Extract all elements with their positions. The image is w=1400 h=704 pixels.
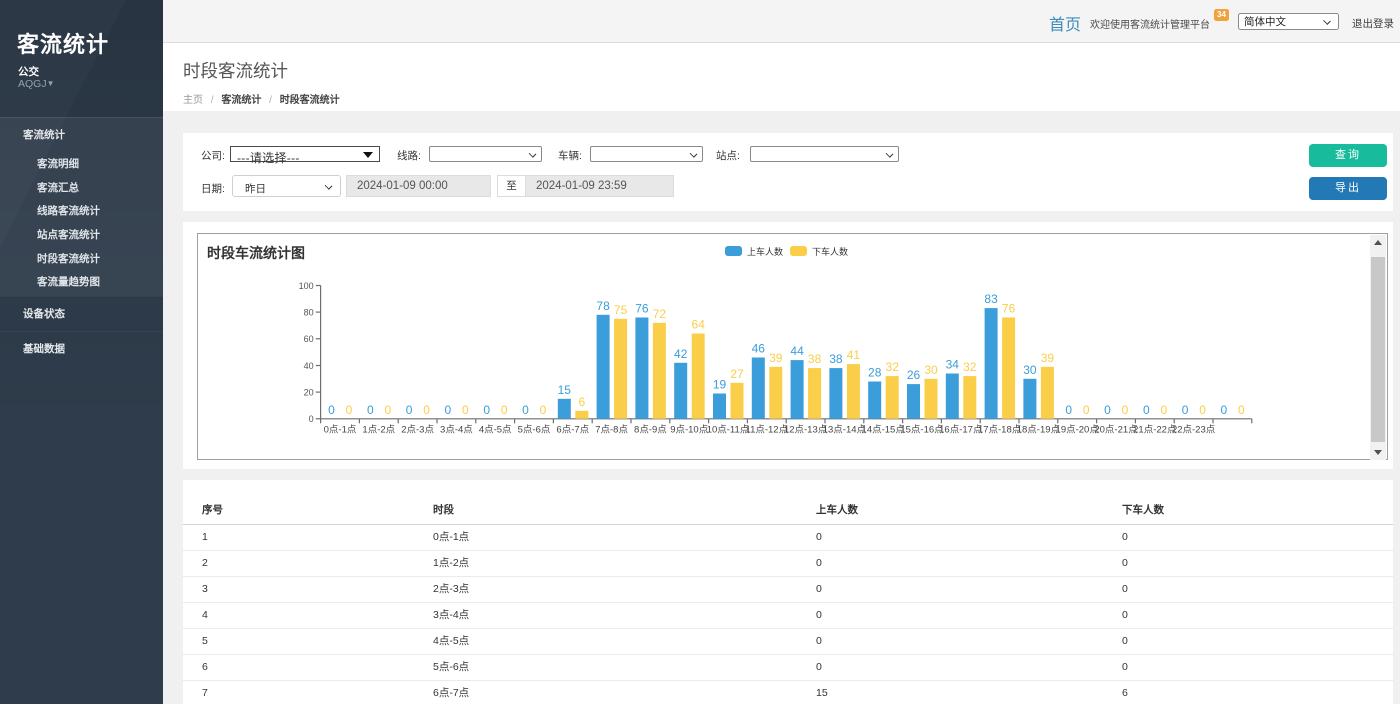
svg-text:0: 0 [1199,403,1206,417]
svg-text:38: 38 [829,352,843,366]
svg-text:0: 0 [1238,403,1245,417]
svg-text:0: 0 [483,403,490,417]
svg-text:0: 0 [445,403,452,417]
svg-text:2点-3点: 2点-3点 [401,424,434,435]
svg-text:0: 0 [406,403,413,417]
svg-text:0: 0 [423,403,430,417]
svg-text:14点-15点: 14点-15点 [862,424,906,435]
svg-text:20点-21点: 20点-21点 [1094,424,1138,435]
svg-text:13点-14点: 13点-14点 [823,424,867,435]
svg-text:1点-2点: 1点-2点 [362,424,395,435]
svg-text:39: 39 [1041,351,1055,365]
svg-text:0: 0 [309,414,314,424]
svg-text:5点-6点: 5点-6点 [518,424,551,435]
svg-text:11点-12点: 11点-12点 [746,424,789,435]
svg-text:18点-19点: 18点-19点 [1017,424,1061,435]
svg-text:0: 0 [462,403,469,417]
svg-text:40: 40 [304,361,314,371]
svg-text:76: 76 [1002,302,1016,316]
svg-text:76: 76 [635,302,649,316]
svg-text:0: 0 [1221,403,1228,417]
svg-text:42: 42 [674,347,688,361]
svg-text:0: 0 [328,403,335,417]
svg-text:4点-5点: 4点-5点 [479,424,512,435]
svg-text:21点-22点: 21点-22点 [1133,424,1177,435]
svg-text:10点-11点: 10点-11点 [707,424,750,435]
svg-text:0: 0 [1104,403,1111,417]
svg-text:17点-18点: 17点-18点 [978,424,1022,435]
svg-text:7点-8点: 7点-8点 [595,424,628,435]
svg-text:9点-10点: 9点-10点 [670,424,709,435]
svg-text:60: 60 [304,334,314,344]
svg-text:12点-13点: 12点-13点 [784,424,828,435]
svg-text:39: 39 [769,351,783,365]
svg-text:38: 38 [808,352,822,366]
svg-text:15: 15 [558,383,572,397]
svg-text:0点-1点: 0点-1点 [324,424,357,435]
svg-text:19: 19 [713,378,727,392]
svg-text:0: 0 [1143,403,1150,417]
svg-text:0: 0 [346,403,353,417]
svg-text:26: 26 [907,368,921,382]
svg-text:0: 0 [384,403,391,417]
svg-text:34: 34 [946,358,960,372]
svg-text:0: 0 [1083,403,1090,417]
svg-text:6: 6 [578,395,585,409]
svg-text:46: 46 [752,342,766,356]
svg-text:0: 0 [540,403,547,417]
svg-text:0: 0 [522,403,529,417]
svg-text:75: 75 [614,303,628,317]
svg-text:0: 0 [367,403,374,417]
svg-text:64: 64 [692,318,706,332]
svg-text:41: 41 [847,348,861,362]
svg-text:28: 28 [868,366,882,380]
svg-text:8点-9点: 8点-9点 [634,424,667,435]
svg-text:80: 80 [304,308,314,318]
svg-text:30: 30 [924,363,938,377]
svg-text:0: 0 [1122,403,1129,417]
svg-text:78: 78 [596,299,610,313]
svg-text:0: 0 [1182,403,1189,417]
svg-text:16点-17点: 16点-17点 [939,424,983,435]
svg-text:72: 72 [653,307,667,321]
svg-text:30: 30 [1023,363,1037,377]
svg-text:32: 32 [886,360,900,374]
svg-text:100: 100 [299,281,314,291]
svg-text:20: 20 [304,388,314,398]
svg-text:32: 32 [963,360,977,374]
svg-text:3点-4点: 3点-4点 [440,424,473,435]
svg-text:0: 0 [1065,403,1072,417]
svg-text:83: 83 [984,292,998,306]
svg-text:6点-7点: 6点-7点 [556,424,589,435]
svg-text:0: 0 [501,403,508,417]
svg-text:19点-20点: 19点-20点 [1056,424,1100,435]
svg-text:27: 27 [730,367,744,381]
svg-text:22点-23点: 22点-23点 [1172,424,1216,435]
svg-text:15点-16点: 15点-16点 [900,424,944,435]
svg-text:44: 44 [790,344,804,358]
svg-text:0: 0 [1160,403,1167,417]
